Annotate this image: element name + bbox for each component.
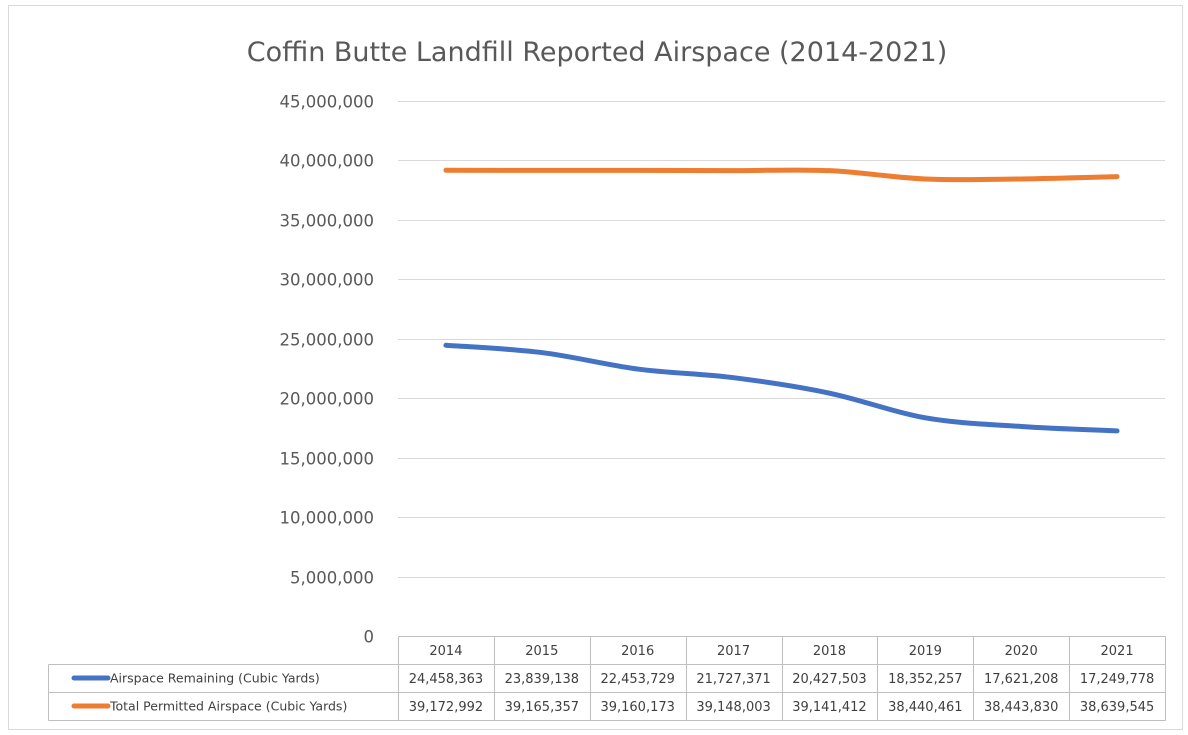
x-category-label: 2015	[525, 644, 558, 659]
x-category-label: 2020	[1005, 644, 1038, 659]
data-cell: 17,249,778	[1080, 672, 1154, 687]
y-tick-label: 35,000,000	[280, 212, 374, 231]
x-category-label: 2016	[621, 644, 654, 659]
data-cell: 39,165,357	[505, 700, 579, 715]
y-tick-label: 20,000,000	[280, 390, 374, 409]
y-tick-label: 40,000,000	[280, 152, 374, 171]
series-line-1	[443, 342, 1120, 434]
data-cell: 17,621,208	[984, 672, 1058, 687]
data-cell: 24,458,363	[409, 672, 483, 687]
series-name-2: Total Permitted Airspace (Cubic Yards)	[109, 699, 347, 714]
data-cell: 18,352,257	[888, 672, 962, 687]
data-cell: 20,427,503	[792, 672, 866, 687]
data-cell: 38,440,461	[888, 700, 962, 715]
y-tick-label: 10,000,000	[280, 509, 374, 528]
y-tick-label: 30,000,000	[280, 271, 374, 290]
y-tick-label: 25,000,000	[280, 331, 374, 350]
data-cell: 22,453,729	[600, 672, 674, 687]
chart-title: Coffin Butte Landfill Reported Airspace …	[247, 37, 948, 68]
y-tick-label: 15,000,000	[280, 450, 374, 469]
gridlines	[398, 101, 1165, 578]
series-name-1: Airspace Remaining (Cubic Yards)	[110, 671, 320, 686]
data-cell: 39,172,992	[409, 700, 483, 715]
x-category-label: 2019	[909, 644, 942, 659]
data-cell: 39,148,003	[696, 700, 770, 715]
y-tick-label: 45,000,000	[280, 93, 374, 112]
data-table: 2014 2015 2016 2017 2018 2019 2020 2021 Airspace…	[48, 636, 1166, 721]
y-tick-label: 0	[364, 628, 375, 647]
x-category-label: 2017	[717, 644, 750, 659]
y-axis-tick-labels: 0 5,000,000 10,000,000 15,000,000 20,000,000…	[280, 93, 374, 647]
series-lines	[443, 167, 1120, 434]
x-category-label: 2014	[429, 644, 462, 659]
data-cell: 38,639,545	[1080, 700, 1154, 715]
y-tick-label: 5,000,000	[290, 569, 374, 588]
x-category-label: 2018	[813, 644, 846, 659]
data-cell: 39,160,173	[600, 700, 674, 715]
chart-frame	[8, 5, 1183, 730]
data-cell: 21,727,371	[696, 672, 770, 687]
data-cell: 23,839,138	[505, 672, 579, 687]
series-line-2	[443, 167, 1120, 183]
x-category-label: 2021	[1101, 644, 1134, 659]
data-cell: 38,443,830	[984, 700, 1058, 715]
data-cell: 39,141,412	[792, 700, 866, 715]
